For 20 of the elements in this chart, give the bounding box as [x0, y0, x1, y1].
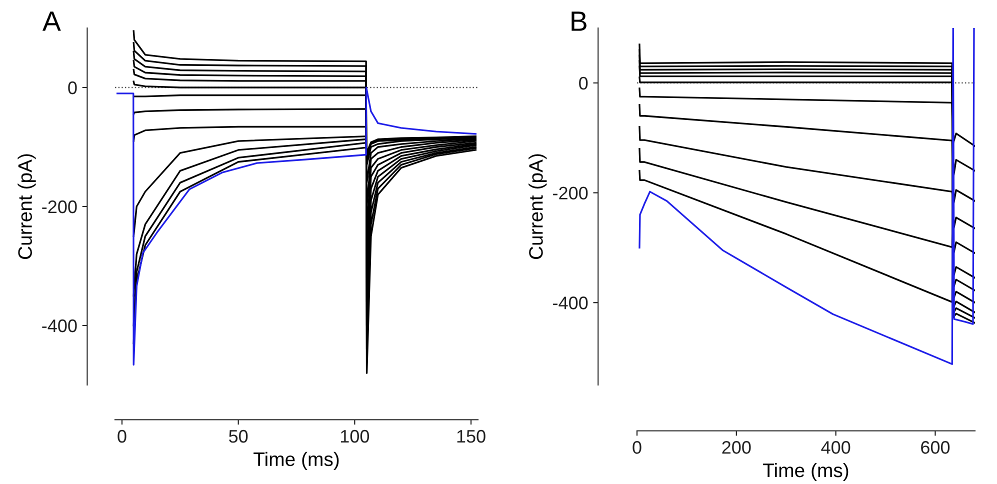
y-axis-title: Current (pA) — [528, 154, 547, 259]
y-tick-label: 0 — [68, 81, 77, 94]
y-axis-title: Current (pA) — [18, 154, 36, 259]
x-tick-label: 150 — [457, 430, 486, 443]
x-tick-label: 200 — [722, 441, 751, 454]
x-tick-label: 0 — [632, 441, 642, 454]
x-axis-title: Time (ms) — [254, 452, 339, 470]
y-tick-label: -200 — [42, 200, 77, 214]
y-tick-label: 0 — [579, 76, 588, 90]
x-tick-label: 600 — [921, 441, 950, 454]
chart-title: A — [42, 12, 61, 31]
x-tick-label: 400 — [821, 441, 850, 454]
y-tick-label: -400 — [553, 296, 588, 310]
x-tick-label: 100 — [340, 430, 370, 443]
x-axis-title: Time (ms) — [763, 462, 848, 482]
y-tick-label: -200 — [553, 186, 588, 200]
y-tick-label: -400 — [42, 319, 77, 332]
x-tick-label: 0 — [118, 430, 126, 443]
chart-title: B — [572, 12, 586, 31]
x-tick-label: 50 — [229, 430, 248, 443]
